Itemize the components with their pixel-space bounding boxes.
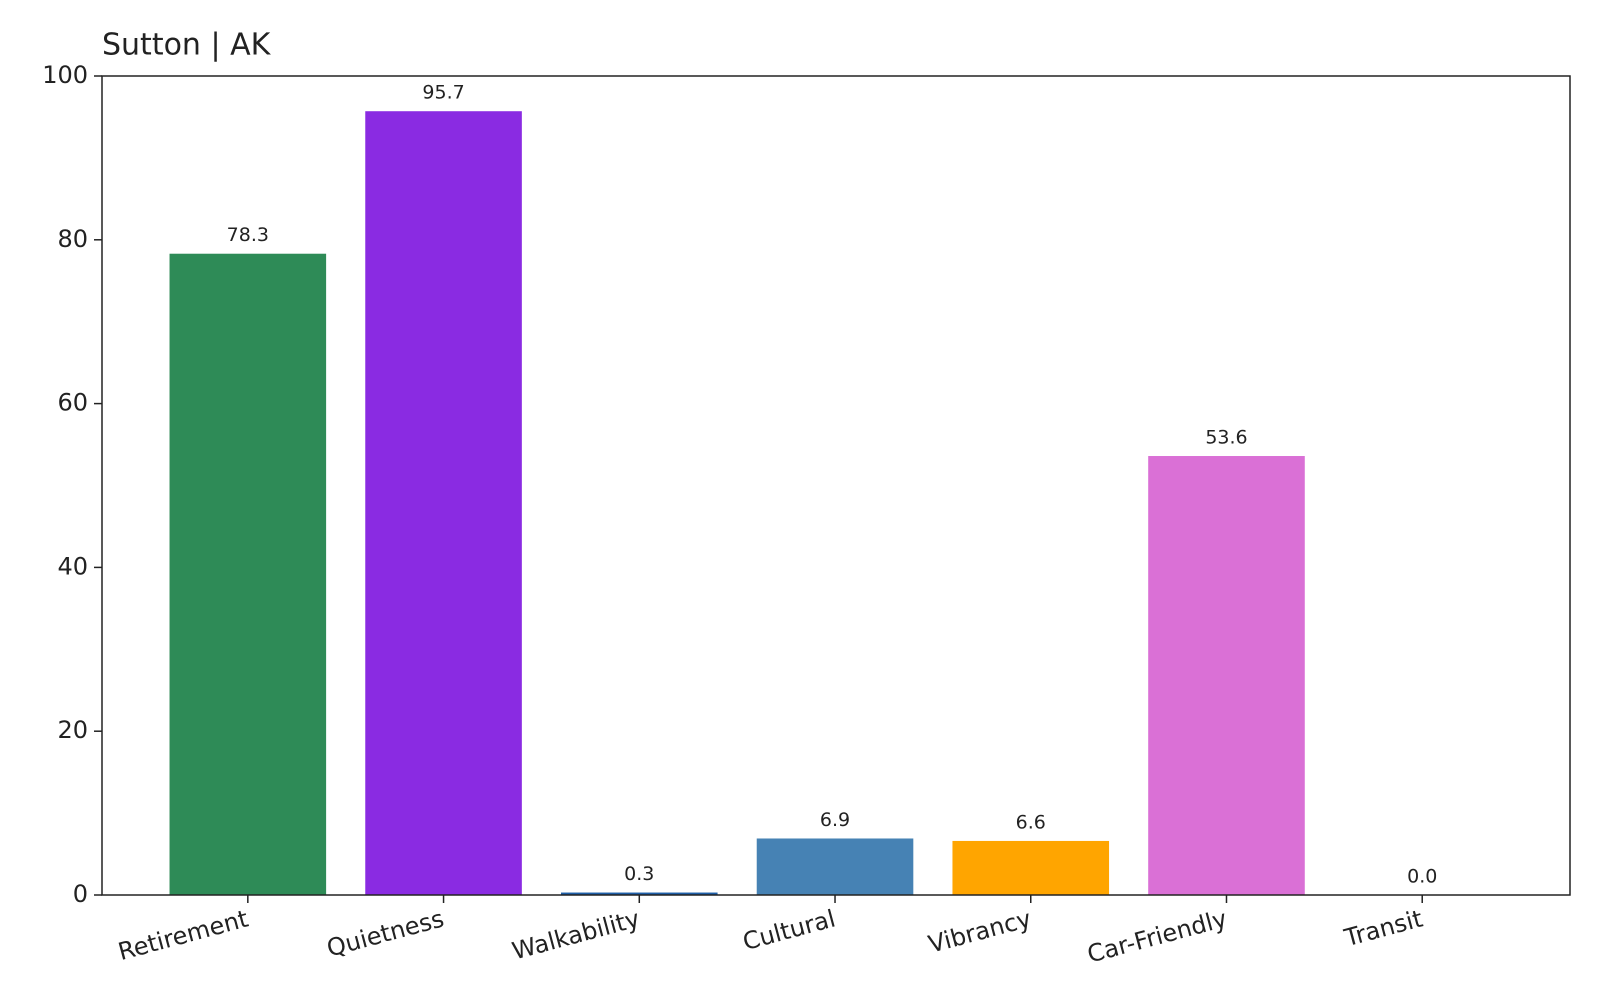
value-label: 78.3 <box>227 224 269 246</box>
x-tick-label: Cultural <box>740 905 839 957</box>
bar <box>365 111 522 896</box>
x-tick-label: Retirement <box>115 905 251 967</box>
value-label: 95.7 <box>422 82 464 104</box>
bar <box>1148 456 1305 895</box>
chart-title: Sutton | AK <box>102 28 272 63</box>
bar <box>756 838 914 895</box>
value-label: 6.6 <box>1016 811 1046 833</box>
x-tick-label: Walkability <box>509 905 642 966</box>
value-label: 6.9 <box>820 809 850 831</box>
y-tick-label: 40 <box>57 552 88 580</box>
x-tick-label: Quietness <box>324 905 447 963</box>
plot-frame <box>101 75 1571 896</box>
bar <box>169 253 327 895</box>
y-tick-label: 80 <box>57 225 88 253</box>
value-label: 53.6 <box>1205 427 1247 449</box>
y-tick-label: 0 <box>73 880 88 908</box>
y-tick-label: 20 <box>57 716 88 744</box>
x-tick-label: Transit <box>1341 905 1426 953</box>
bar <box>560 892 718 895</box>
x-tick-label: Vibrancy <box>925 905 1034 959</box>
y-tick-label: 60 <box>57 389 88 417</box>
value-label: 0.3 <box>624 863 654 885</box>
value-label: 0.0 <box>1407 866 1437 888</box>
bar <box>952 840 1110 895</box>
x-tick-label: Car-Friendly <box>1084 905 1230 969</box>
y-tick-label: 100 <box>42 61 88 89</box>
